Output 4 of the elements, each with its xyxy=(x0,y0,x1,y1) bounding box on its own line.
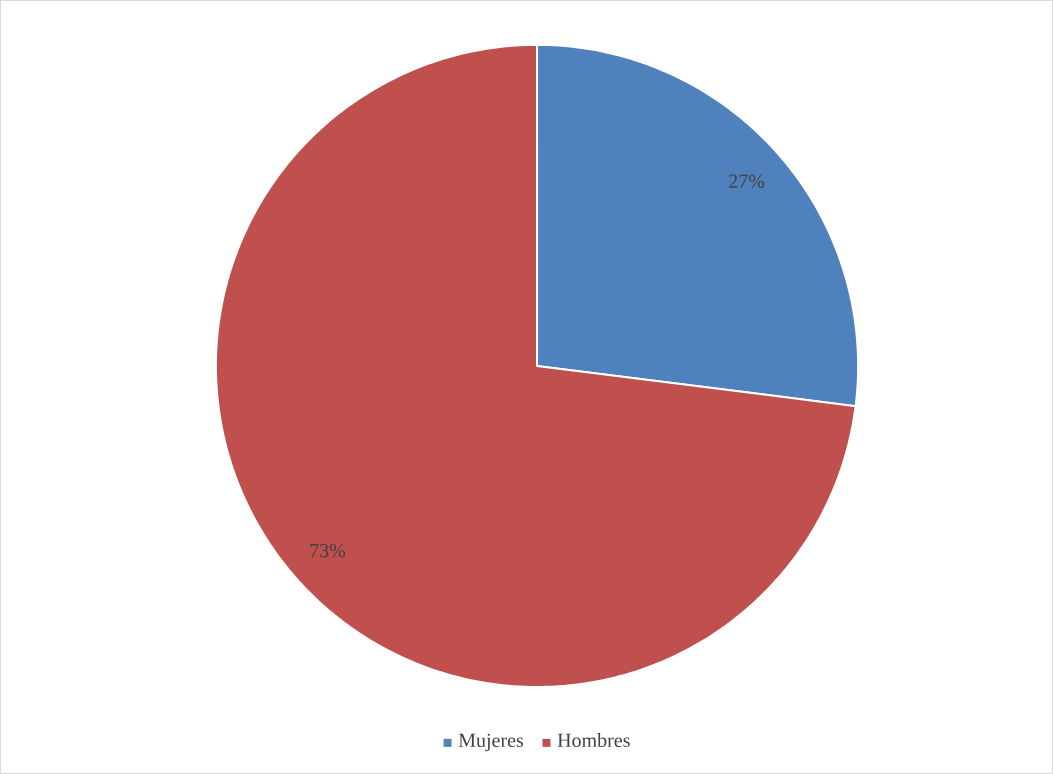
legend-label: Mujeres xyxy=(458,733,524,752)
data-label: 27% xyxy=(729,174,765,189)
legend-label: Hombres xyxy=(557,733,630,748)
data-label: 73% xyxy=(310,543,346,558)
